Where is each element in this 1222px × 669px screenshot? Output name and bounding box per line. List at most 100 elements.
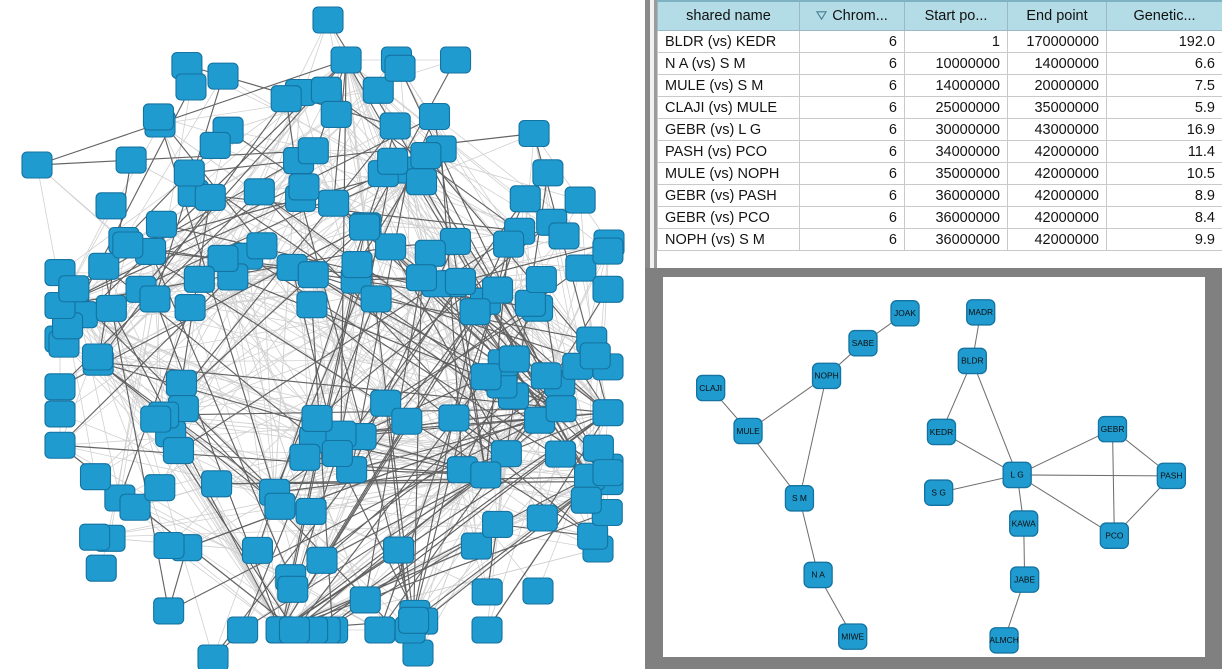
cell-shared_name[interactable]: PASH (vs) PCO: [657, 140, 800, 163]
graph-node[interactable]: [95, 294, 127, 322]
cell-end_point[interactable]: 14000000: [1007, 52, 1107, 75]
cell-start_point[interactable]: 10000000: [904, 52, 1008, 75]
cell-chromosome[interactable]: 6: [799, 118, 905, 141]
graph-node[interactable]: [498, 345, 530, 373]
main-network-nodes[interactable]: [21, 6, 625, 669]
graph-node[interactable]: [295, 497, 327, 525]
edge-L G-GEBR[interactable]: [1016, 428, 1113, 476]
subnetwork-view[interactable]: CLAJI MULE NOPH SABE JOAK S M N A MIWE MADR BLDR K…: [663, 277, 1205, 657]
cell-end_point[interactable]: 170000000: [1007, 30, 1107, 53]
table-row[interactable]: GEBR (vs) PCO 6 36000000 42000000 8.4: [657, 206, 1222, 229]
graph-node[interactable]: PASH: [1156, 462, 1187, 490]
cell-shared_name[interactable]: N A (vs) S M: [657, 52, 800, 75]
graph-node[interactable]: [544, 440, 577, 468]
graph-node[interactable]: [174, 294, 206, 322]
graph-node[interactable]: JABE: [1009, 566, 1040, 593]
table-body[interactable]: BLDR (vs) KEDR 6 1 170000000 192.0 N A (vs) S…: [657, 30, 1222, 251]
graph-node[interactable]: [379, 112, 411, 140]
graph-node[interactable]: [482, 510, 514, 538]
graph-node[interactable]: [79, 523, 111, 551]
cell-start_point[interactable]: 30000000: [904, 118, 1008, 141]
graph-node[interactable]: JOAK: [890, 300, 920, 327]
cell-end_point[interactable]: 42000000: [1007, 140, 1107, 163]
graph-node[interactable]: MIWE: [838, 623, 868, 650]
graph-node[interactable]: S M: [784, 485, 815, 512]
graph-node[interactable]: [592, 459, 624, 487]
graph-node[interactable]: [264, 492, 296, 520]
graph-node[interactable]: [301, 404, 333, 432]
node-shape[interactable]: [966, 299, 996, 326]
graph-node[interactable]: [383, 536, 415, 564]
table-row[interactable]: PASH (vs) PCO 6 34000000 42000000 11.4: [657, 140, 1222, 163]
graph-node[interactable]: [518, 119, 550, 148]
graph-node[interactable]: [362, 76, 394, 104]
cell-start_point[interactable]: 14000000: [904, 74, 1008, 97]
cell-start_point[interactable]: 25000000: [904, 96, 1008, 119]
graph-node[interactable]: [470, 363, 502, 391]
graph-node[interactable]: [470, 461, 502, 489]
node-shape[interactable]: [1009, 510, 1039, 537]
edge-L G-PCO[interactable]: [1016, 474, 1115, 537]
cell-genetic[interactable]: 11.4: [1106, 140, 1222, 163]
graph-node[interactable]: [349, 586, 381, 614]
cell-start_point[interactable]: 36000000: [904, 184, 1008, 207]
graph-node[interactable]: S G: [924, 479, 954, 506]
node-shape[interactable]: [838, 623, 868, 650]
cell-start_point[interactable]: 1: [904, 30, 1008, 53]
subnetwork-canvas[interactable]: CLAJI MULE NOPH SABE JOAK S M N A MIWE MADR BLDR K…: [663, 277, 1205, 657]
graph-node[interactable]: [194, 183, 226, 211]
graph-node[interactable]: [459, 298, 491, 326]
graph-node[interactable]: [201, 470, 233, 498]
graph-node[interactable]: [509, 185, 541, 213]
graph-node[interactable]: [306, 546, 338, 574]
cell-chromosome[interactable]: 6: [799, 30, 905, 53]
graph-node[interactable]: [570, 486, 602, 514]
graph-node[interactable]: [530, 362, 562, 390]
graph-node[interactable]: [438, 404, 470, 432]
graph-node[interactable]: [364, 616, 396, 644]
node-shape[interactable]: [848, 329, 878, 357]
graph-node[interactable]: [85, 554, 117, 582]
cell-genetic[interactable]: 8.9: [1106, 184, 1222, 207]
cell-start_point[interactable]: 34000000: [904, 140, 1008, 163]
cell-genetic[interactable]: 9.9: [1106, 228, 1222, 251]
node-shape[interactable]: [695, 374, 726, 402]
cell-shared_name[interactable]: NOPH (vs) S M: [657, 228, 800, 251]
column-header-end_point[interactable]: End point: [1007, 0, 1107, 31]
node-shape[interactable]: [784, 485, 815, 512]
graph-node[interactable]: [460, 532, 493, 560]
cell-genetic[interactable]: 6.6: [1106, 52, 1222, 75]
cell-genetic[interactable]: 10.5: [1106, 162, 1222, 185]
cell-start_point[interactable]: 36000000: [904, 206, 1008, 229]
graph-node[interactable]: [514, 289, 546, 317]
graph-node[interactable]: [297, 261, 329, 289]
graph-node[interactable]: SABE: [848, 329, 878, 357]
graph-node[interactable]: L G: [1002, 461, 1032, 489]
node-shape[interactable]: [926, 418, 957, 446]
node-shape[interactable]: [1099, 522, 1130, 549]
graph-node[interactable]: [140, 405, 172, 433]
graph-node[interactable]: MULE: [733, 417, 763, 445]
table-scroll-area[interactable]: shared name Chrom... Start po... End point G…: [657, 0, 1222, 268]
node-shape[interactable]: [803, 561, 833, 589]
graph-node[interactable]: [153, 531, 185, 560]
graph-node[interactable]: [79, 463, 112, 491]
graph-node[interactable]: [493, 230, 525, 258]
cell-end_point[interactable]: 42000000: [1007, 162, 1107, 185]
edge-BLDR-L G[interactable]: [971, 360, 1018, 476]
table-row[interactable]: GEBR (vs) L G 6 30000000 43000000 16.9: [657, 118, 1222, 141]
graph-node[interactable]: [348, 213, 381, 241]
cell-chromosome[interactable]: 6: [799, 184, 905, 207]
node-shape[interactable]: [1156, 462, 1187, 490]
graph-node[interactable]: [227, 616, 259, 644]
table-row[interactable]: GEBR (vs) PASH 6 36000000 42000000 8.9: [657, 184, 1222, 207]
graph-node[interactable]: [592, 237, 624, 265]
cell-chromosome[interactable]: 6: [799, 74, 905, 97]
graph-node[interactable]: [405, 264, 438, 292]
cell-chromosome[interactable]: 6: [799, 140, 905, 163]
graph-node[interactable]: [405, 168, 438, 196]
graph-node[interactable]: [119, 493, 151, 521]
graph-node[interactable]: [377, 147, 409, 175]
cell-chromosome[interactable]: 6: [799, 52, 905, 75]
graph-node[interactable]: [277, 575, 309, 603]
